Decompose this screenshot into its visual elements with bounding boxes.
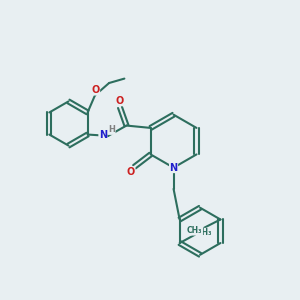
Text: H: H (108, 125, 115, 134)
Text: CH₃: CH₃ (196, 228, 212, 237)
Text: O: O (92, 85, 100, 95)
Text: O: O (116, 96, 124, 106)
Text: CH₃: CH₃ (187, 226, 202, 235)
Text: N: N (169, 163, 178, 173)
Text: N: N (99, 130, 107, 140)
Text: O: O (127, 167, 135, 177)
